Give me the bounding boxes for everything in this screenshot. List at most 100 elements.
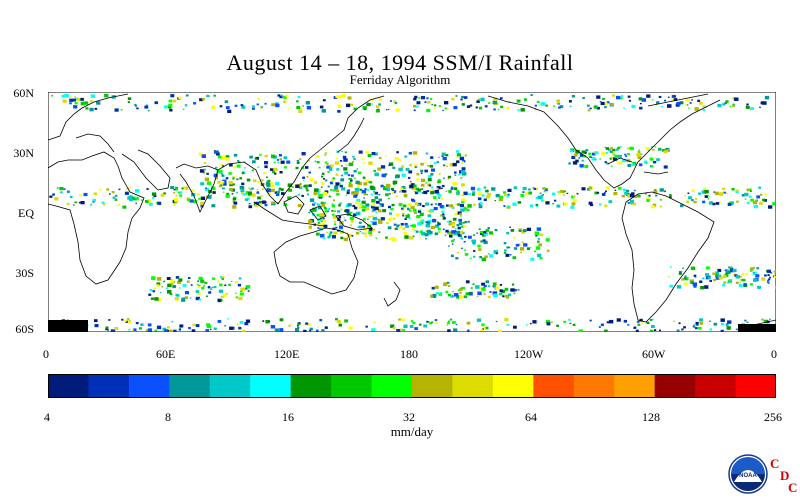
rain-pixel	[420, 172, 423, 174]
rain-pixel	[772, 202, 776, 206]
rain-pixel	[171, 320, 174, 323]
rain-pixel	[408, 151, 412, 155]
rain-pixel	[764, 95, 770, 100]
rain-pixel	[420, 162, 424, 166]
rain-pixel	[309, 329, 311, 332]
rain-pixel	[362, 205, 367, 209]
rain-pixel	[174, 297, 179, 301]
rain-pixel	[444, 101, 449, 105]
rain-pixel	[493, 293, 498, 297]
rain-pixel	[504, 318, 509, 322]
rain-pixel	[287, 183, 292, 187]
rain-pixel	[245, 319, 251, 323]
rain-pixel	[66, 190, 70, 193]
rain-pixel	[237, 160, 240, 162]
rain-pixel	[186, 280, 190, 283]
rain-pixel	[415, 187, 419, 191]
rain-pixel	[484, 255, 488, 259]
rain-pixel	[198, 152, 203, 156]
rain-pixel	[205, 195, 208, 198]
rain-pixel	[691, 199, 694, 202]
rain-pixel	[364, 188, 367, 190]
rain-pixel	[428, 184, 432, 187]
rain-pixel	[718, 274, 722, 277]
rain-pixel	[591, 152, 596, 156]
rain-pixel	[351, 174, 354, 177]
rain-pixel	[447, 321, 450, 325]
rain-pixel	[331, 203, 334, 205]
rain-pixel	[464, 207, 468, 211]
rain-pixel	[307, 323, 311, 326]
rain-pixel	[328, 168, 333, 171]
rain-pixel	[487, 295, 491, 299]
rain-pixel	[241, 172, 245, 175]
rain-pixel	[188, 277, 191, 279]
rain-pixel	[430, 173, 434, 176]
rain-pixel	[330, 164, 334, 168]
rain-pixel	[363, 193, 367, 196]
rain-pixel	[153, 194, 157, 197]
rain-pixel	[425, 238, 427, 240]
rain-pixel	[539, 257, 543, 260]
rain-pixel	[692, 282, 697, 286]
rain-pixel	[488, 102, 491, 104]
rain-pixel	[104, 94, 109, 98]
rain-pixel	[233, 201, 238, 205]
rain-pixel	[395, 108, 400, 112]
rain-pixel	[461, 95, 465, 99]
lat-label-60s: 60S	[15, 322, 34, 336]
rain-pixel	[441, 187, 443, 189]
rain-pixel	[455, 95, 458, 97]
rain-pixel	[534, 187, 538, 191]
rain-pixel	[635, 329, 639, 332]
rain-pixel	[232, 200, 235, 203]
rain-pixel	[627, 147, 630, 150]
color-scale-cell	[371, 374, 413, 398]
rain-pixel	[656, 158, 660, 162]
rain-pixel	[80, 101, 86, 106]
rain-pixel	[302, 176, 305, 179]
rain-pixel	[195, 296, 200, 301]
rain-pixel	[340, 231, 343, 234]
rain-pixel	[173, 188, 176, 191]
rain-pixel	[99, 188, 102, 191]
rain-pixel	[412, 224, 416, 228]
rain-pixel	[629, 199, 634, 204]
rain-pixel	[340, 228, 343, 230]
rain-pixel	[658, 147, 661, 150]
rain-pixel	[108, 319, 111, 321]
rain-pixel	[441, 155, 444, 157]
rain-pixel	[358, 225, 362, 229]
rain-pixel	[654, 146, 657, 148]
rain-pixel	[435, 224, 440, 228]
rain-pixel	[317, 203, 321, 207]
rain-pixel	[481, 233, 486, 237]
rain-pixel	[462, 286, 466, 290]
rain-pixel	[367, 218, 369, 220]
rain-pixel	[700, 286, 705, 290]
rain-pixel	[535, 246, 541, 250]
rain-pixel	[624, 191, 628, 195]
rain-pixel	[436, 161, 439, 163]
rain-pixel	[676, 285, 682, 289]
rain-pixel	[639, 318, 643, 322]
rain-pixel	[487, 193, 491, 197]
rain-pixel	[76, 98, 81, 101]
rain-pixel	[643, 160, 648, 164]
rain-pixel	[210, 194, 213, 197]
rain-pixel	[641, 98, 646, 102]
rain-pixel	[362, 209, 366, 212]
rain-pixel	[646, 94, 651, 98]
rain-pixel	[459, 292, 462, 294]
rain-pixel	[451, 221, 455, 225]
rain-pixel	[333, 210, 336, 212]
rain-pixel	[428, 321, 433, 325]
rain-pixel	[246, 178, 251, 182]
rain-pixel	[239, 321, 244, 324]
rain-pixel	[274, 328, 280, 332]
rain-pixel	[341, 94, 346, 98]
lat-label-60n: 60N	[13, 86, 34, 100]
rain-pixel	[157, 201, 162, 205]
rain-pixel	[401, 318, 405, 321]
coastlines	[48, 93, 776, 329]
